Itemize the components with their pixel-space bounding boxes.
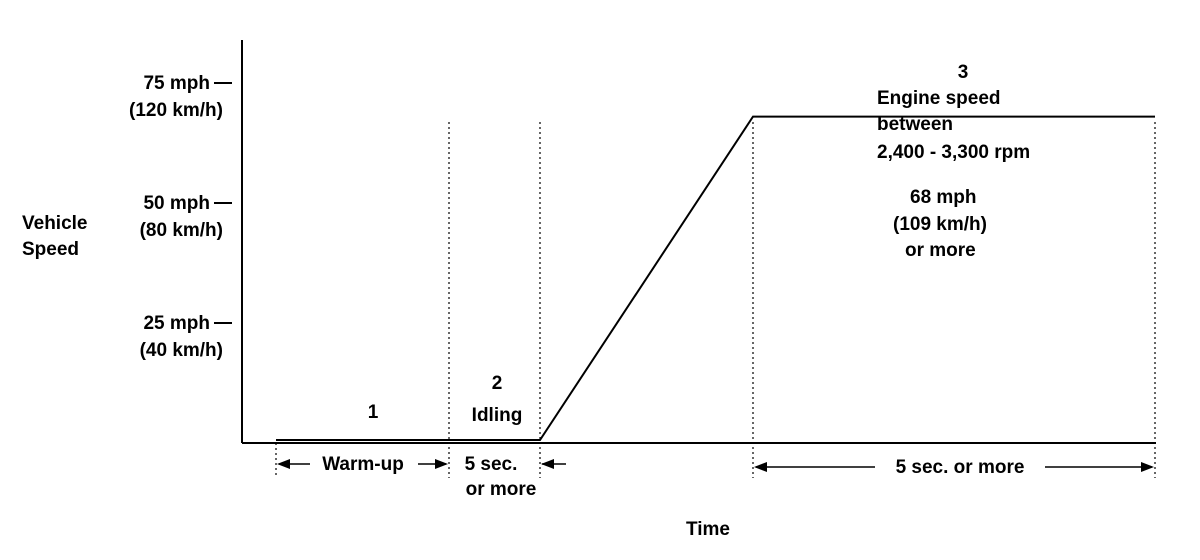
y-axis-title-line-2: Speed [22, 239, 79, 260]
phase-3-number: 3 [958, 62, 969, 83]
phase-3-line-1: Engine speed [877, 88, 1001, 109]
idle-duration-line-1: 5 sec. [465, 454, 518, 475]
y-tick-label-75: 75 mph [143, 73, 210, 94]
hold-speed-line-2: (109 km/h) [893, 214, 987, 235]
hold-speed-line-1: 68 mph [910, 187, 977, 208]
y-tick-label-50: 50 mph [143, 193, 210, 214]
phase-3-line-2: between [877, 114, 953, 135]
hold-arrowhead-right [1141, 462, 1154, 472]
phase-2-number: 2 [492, 373, 503, 394]
warmup-duration-label: Warm-up [322, 454, 404, 475]
phase-1-number: 1 [368, 402, 379, 423]
phase-2-label: Idling [472, 405, 523, 426]
hold-arrowhead-left [754, 462, 767, 472]
y-tick-sublabel-25: (40 km/h) [140, 340, 223, 361]
idle-arrowhead [541, 459, 554, 469]
warmup-arrowhead-right [435, 459, 448, 469]
y-tick-label-25: 25 mph [143, 313, 210, 334]
speed-profile-line [276, 115, 1155, 441]
hold-speed-line-3: or more [905, 240, 976, 261]
phase-3-line-3: 2,400 - 3,300 rpm [877, 142, 1030, 163]
hold-duration-label: 5 sec. or more [896, 457, 1025, 478]
idle-duration-line-2: or more [466, 479, 537, 500]
warmup-arrowhead-left [277, 459, 290, 469]
y-tick-sublabel-75: (120 km/h) [129, 100, 223, 121]
y-tick-sublabel-50: (80 km/h) [140, 220, 223, 241]
x-axis-title: Time [686, 519, 730, 540]
y-axis-title-line-1: Vehicle [22, 213, 88, 234]
